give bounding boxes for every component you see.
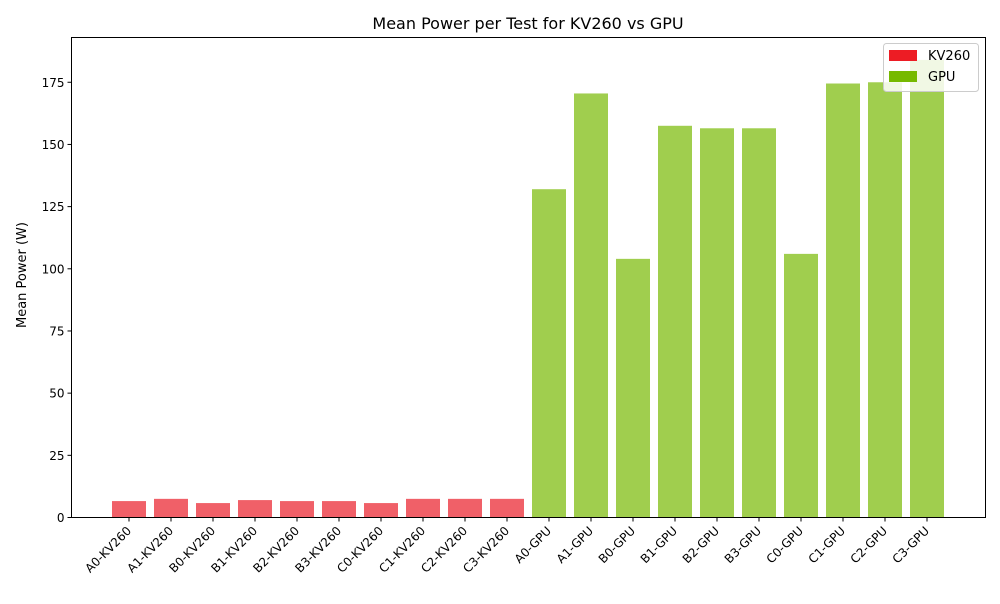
bar-c3-kv260 [490, 498, 524, 518]
bar-c2-gpu [868, 82, 902, 518]
y-tick-label: 150 [42, 138, 65, 152]
legend: KV260 GPU [883, 43, 979, 92]
chart-title: Mean Power per Test for KV260 vs GPU [372, 14, 683, 33]
bar-b1-gpu [658, 125, 692, 518]
legend-swatch-kv260 [889, 50, 917, 61]
legend-label-gpu: GPU [928, 70, 955, 85]
y-tick-label: 175 [42, 76, 65, 90]
bar-b3-gpu [742, 128, 776, 518]
bar-a0-kv260 [112, 501, 146, 518]
x-tick-label: B2-GPU [680, 524, 722, 566]
bar-b3-kv260 [322, 501, 356, 518]
legend-swatch-gpu [889, 71, 917, 82]
x-tick-label: C3-KV260 [460, 524, 512, 576]
x-tick-label: C3-GPU [890, 524, 933, 567]
bar-b2-gpu [700, 128, 734, 518]
y-tick-label: 75 [49, 324, 64, 338]
bar-a1-kv260 [154, 498, 188, 518]
y-tick-label: 50 [49, 387, 64, 401]
bar-c0-kv260 [364, 503, 398, 518]
x-tick-label: A1-GPU [554, 524, 596, 566]
x-tick-label: C2-GPU [848, 524, 891, 567]
bar-c2-kv260 [448, 498, 482, 518]
x-tick-label: B1-GPU [638, 524, 680, 566]
y-tick-label: 125 [42, 200, 65, 214]
bars-group [112, 59, 944, 518]
x-tick-label: B3-GPU [722, 524, 764, 566]
x-tick-label: A0-GPU [512, 524, 554, 566]
x-tick-label: B0-GPU [596, 524, 638, 566]
y-axis-ticks: 0 25 50 75 100 125 150 175 [42, 76, 72, 525]
bar-b0-kv260 [196, 503, 230, 518]
bar-b2-kv260 [280, 501, 314, 518]
bar-a0-gpu [532, 189, 566, 518]
x-axis-ticks: A0-KV260A1-KV260B0-KV260B1-KV260B2-KV260… [82, 517, 933, 576]
bar-a1-gpu [574, 93, 608, 518]
bar-b1-kv260 [238, 500, 272, 518]
x-tick-label: C1-GPU [806, 524, 849, 567]
legend-label-kv260: KV260 [928, 49, 970, 64]
bar-c3-gpu [910, 59, 944, 518]
x-tick-label: C0-GPU [764, 524, 807, 567]
y-tick-label: 0 [57, 511, 65, 525]
plot-frame [71, 37, 986, 518]
bar-c1-gpu [826, 83, 860, 518]
y-tick-label: 100 [42, 262, 65, 276]
bar-b0-gpu [616, 258, 650, 518]
bar-c0-gpu [784, 253, 818, 518]
y-axis-label: Mean Power (W) [15, 222, 30, 328]
y-tick-label: 25 [49, 449, 64, 463]
bar-c1-kv260 [406, 498, 440, 518]
